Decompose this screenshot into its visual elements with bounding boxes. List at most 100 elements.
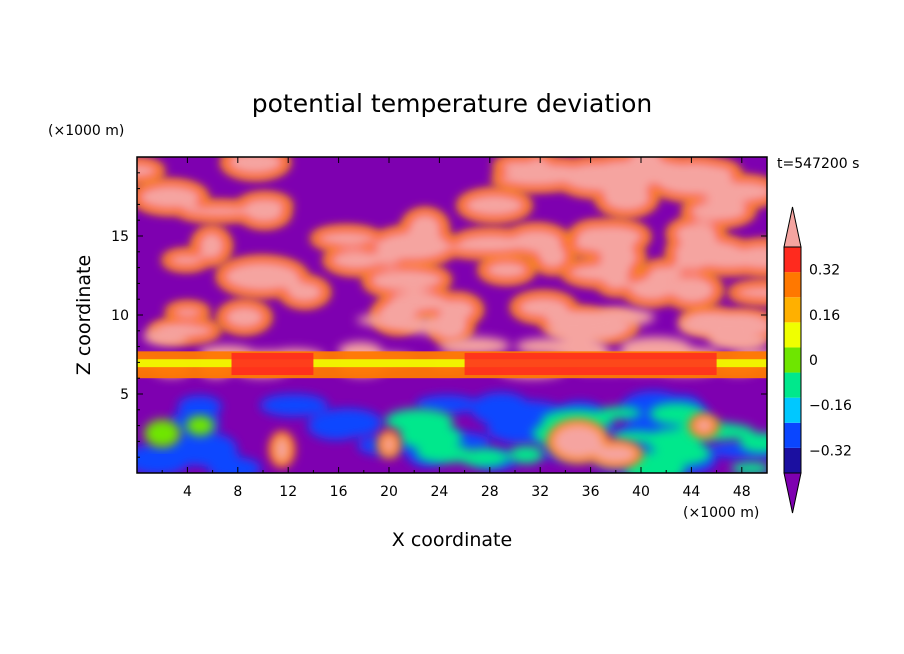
field-blob <box>508 445 544 464</box>
field-blob <box>731 462 767 473</box>
field-blob <box>177 395 222 418</box>
field-blob <box>415 444 473 464</box>
colorbar-swatch <box>784 297 801 323</box>
x-axis-unit: (×1000 m) <box>683 505 759 521</box>
field-blob <box>499 159 538 174</box>
field-blob <box>316 230 377 247</box>
y-tick-label: 10 <box>111 308 129 324</box>
lower-warm-core <box>273 417 714 465</box>
field-blob <box>590 308 655 327</box>
x-axis-label: X coordinate <box>392 529 512 551</box>
field-blob <box>731 243 767 272</box>
colorbar-swatch <box>784 347 801 373</box>
field-blob <box>712 179 767 204</box>
colorbar-swatch <box>784 322 801 348</box>
field-blob <box>552 423 604 460</box>
field-blob <box>484 259 530 280</box>
x-tick-label: 36 <box>582 484 600 500</box>
x-tick-label: 48 <box>733 484 751 500</box>
field-blob <box>356 314 425 327</box>
colorbar: −0.32 −0.16 0 0.16 0.32 <box>783 206 852 514</box>
field-blob <box>171 305 204 319</box>
contour-field <box>137 157 767 473</box>
field-blob <box>627 275 676 302</box>
field-blob <box>374 230 452 262</box>
field-blob <box>734 285 767 301</box>
colorbar-swatch <box>784 247 801 273</box>
x-tick-label: 40 <box>632 484 650 500</box>
colorbar-swatch <box>784 272 801 298</box>
field-blob <box>226 157 285 176</box>
colorbar-tick-label: 0.16 <box>809 308 840 324</box>
field-blob <box>439 336 511 355</box>
x-tick-label: 8 <box>233 484 242 500</box>
colorbar-extend-top <box>783 206 802 248</box>
field-blob <box>463 193 526 218</box>
field-blob <box>382 434 396 455</box>
field-blob <box>260 394 328 417</box>
field-blob <box>536 242 569 270</box>
field-blob <box>137 183 203 211</box>
field-blob <box>144 419 181 448</box>
colorbar-tick-label: 0 <box>809 353 818 369</box>
colorbar-tick-label: −0.16 <box>809 398 852 414</box>
lower-left-warm <box>144 415 214 448</box>
stratified-band <box>137 351 767 379</box>
band-red-right <box>464 352 717 376</box>
colorbar-swatch <box>784 397 801 423</box>
field-blob <box>687 199 750 223</box>
field-blob <box>593 444 638 465</box>
field-blob <box>653 441 711 466</box>
field-blob <box>739 432 767 454</box>
field-blob <box>383 270 412 283</box>
colorbar-frame <box>783 246 802 474</box>
field-blob <box>186 415 214 436</box>
y-tick-label: 5 <box>120 387 129 403</box>
band-yellow <box>137 359 767 368</box>
field-blob <box>223 304 266 330</box>
y-axis: 5 10 15 <box>111 172 767 458</box>
field-blob <box>222 260 302 293</box>
field-blob <box>197 230 226 261</box>
x-tick-label: 16 <box>330 484 348 500</box>
field-blob <box>244 202 285 225</box>
colorbar-tick-label: 0.32 <box>809 263 840 279</box>
field-blob <box>560 161 633 193</box>
y-axis-label: Z coordinate <box>73 255 95 375</box>
field-blob <box>692 314 767 330</box>
field-blob <box>515 338 574 355</box>
field-blob <box>329 249 384 272</box>
field-blob <box>385 408 454 434</box>
x-tick-label: 12 <box>279 484 297 500</box>
field-blob <box>668 274 717 305</box>
colorbar-swatch <box>784 422 801 448</box>
field-blob <box>182 204 257 218</box>
field-blob <box>646 264 683 283</box>
x-tick-label: 28 <box>481 484 499 500</box>
field-blob <box>627 157 664 177</box>
field-blob <box>611 430 662 444</box>
field-blob <box>137 162 159 179</box>
time-label: t=547200 s <box>777 156 859 172</box>
chart-title: potential temperature deviation <box>252 89 652 118</box>
field-blob <box>567 262 633 283</box>
field-blob <box>285 280 325 304</box>
x-tick-label: 4 <box>183 484 192 500</box>
field-blob <box>416 395 479 414</box>
colorbar-extend-bottom <box>783 472 802 514</box>
field-blob <box>649 402 705 425</box>
field-blob <box>497 171 574 188</box>
colorbar-swatch <box>784 372 801 398</box>
x-tick-label: 32 <box>531 484 549 500</box>
field-blob <box>311 408 383 438</box>
x-axis: 4 8 12 16 20 24 28 32 36 40 44 48 <box>161 157 751 500</box>
colorbar-swatch <box>784 447 801 473</box>
x-tick-label: 24 <box>430 484 448 500</box>
field-blob <box>143 327 189 346</box>
band-red-left <box>231 352 314 376</box>
field-blob <box>447 240 528 255</box>
field-blob <box>516 295 571 319</box>
x-tick-label: 44 <box>682 484 700 500</box>
field-blob <box>167 431 237 466</box>
